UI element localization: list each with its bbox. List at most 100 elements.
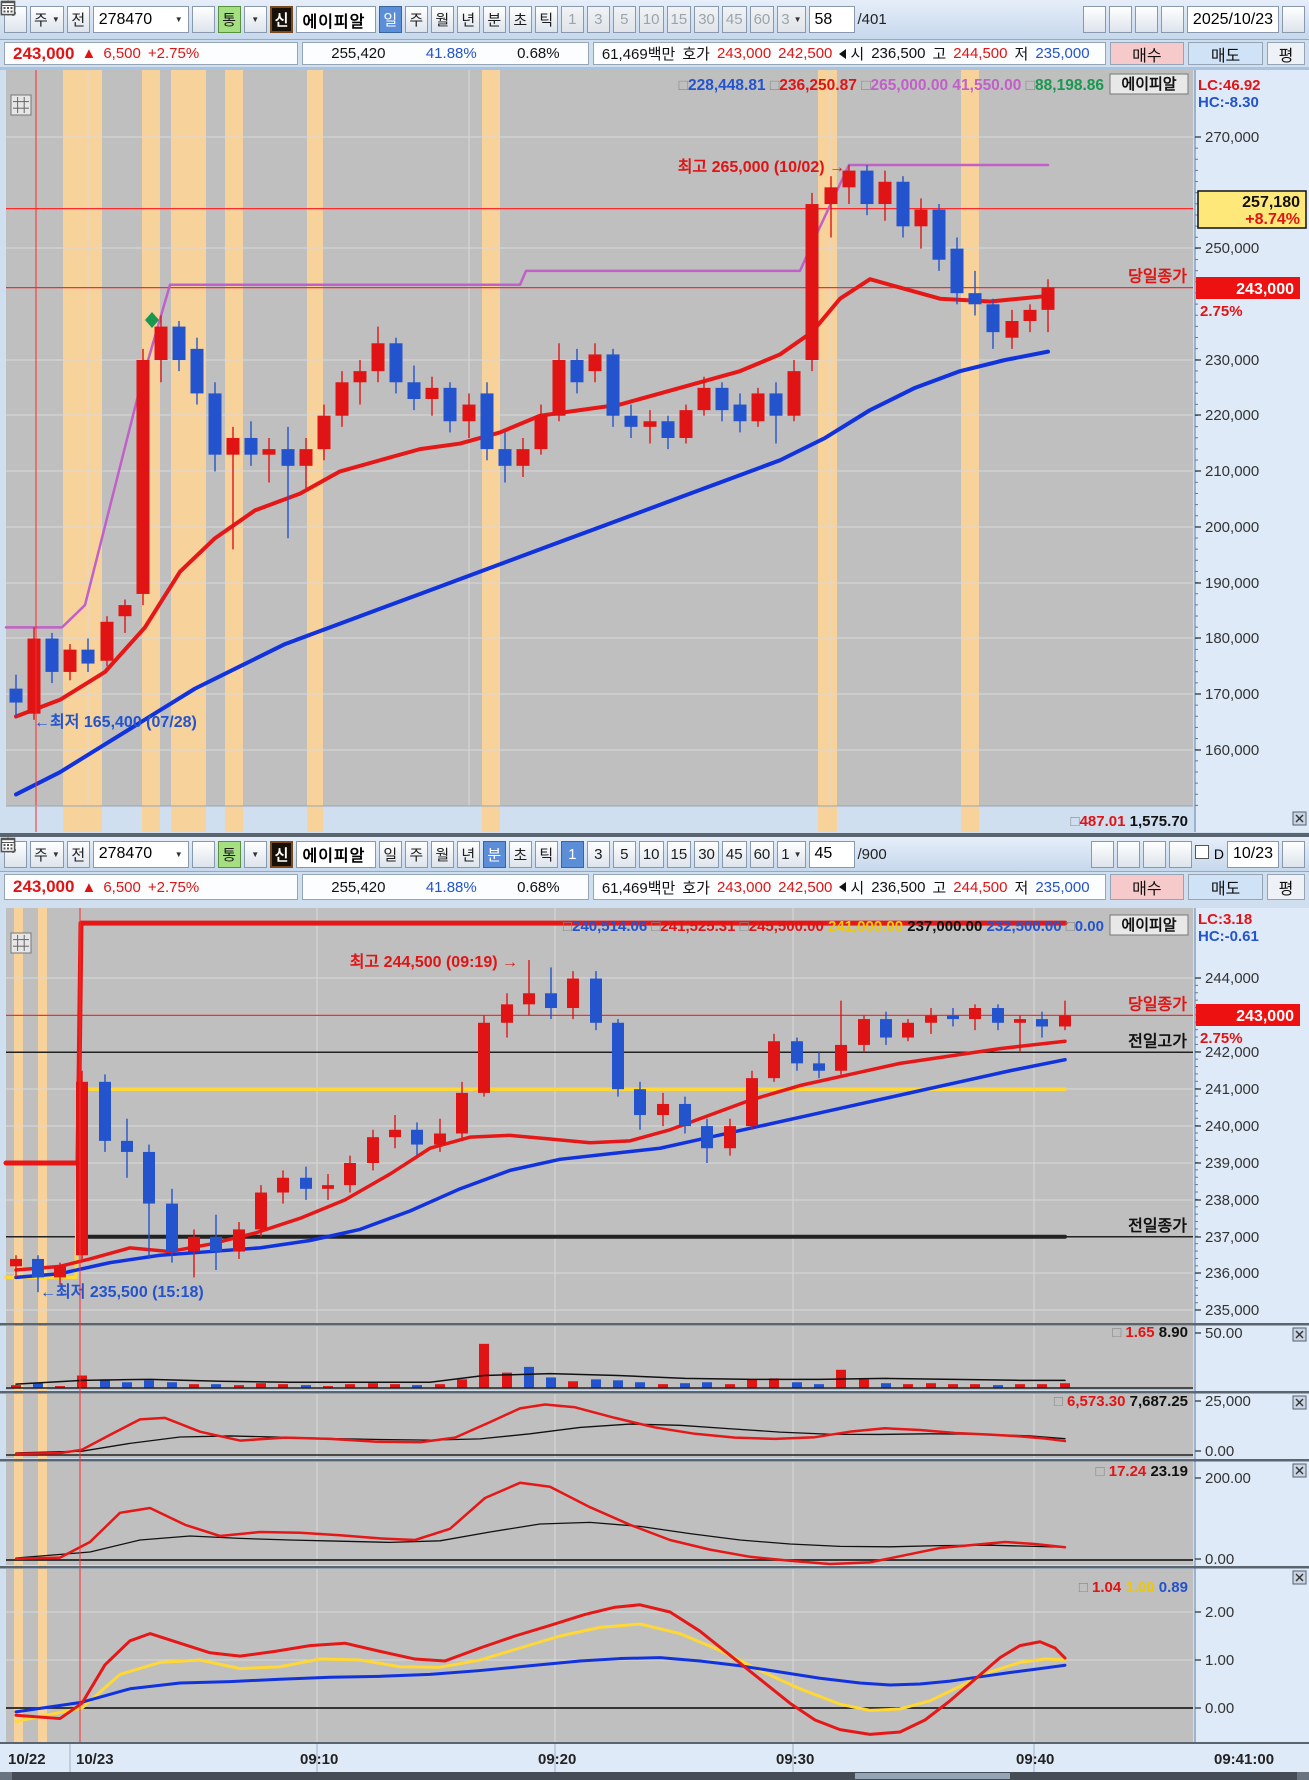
date-input[interactable]: 10/23 [1226,840,1279,868]
candle-body [968,293,982,305]
save-button[interactable] [0,0,1158,33]
interval-button-30[interactable]: 30 [694,840,719,868]
interval-button-45[interactable]: 45 [721,840,747,868]
interval-button-5[interactable]: 5 [612,840,636,868]
quote-row-daily: 243,000 ▲ 6,500 +2.75% 255,420 41.88% 0.… [0,40,1309,67]
tab-period-4[interactable]: 분 [482,6,506,33]
tab-period-1[interactable]: 주 [404,6,428,33]
volume-bar [189,1384,199,1388]
tab-period-1[interactable]: 주 [404,840,428,868]
interval-button-60[interactable]: 60 [749,6,775,33]
d-checkbox[interactable] [1195,844,1210,859]
interval-button-10[interactable]: 10 [638,840,664,868]
volume-bar [479,1343,489,1388]
volume-bar [368,1383,378,1388]
speaker-button[interactable]: ▼ [2,840,267,868]
interval-button-60[interactable]: 60 [749,840,775,868]
osc-black-line [15,1521,1066,1559]
stock-code-input[interactable]: 278470 ▼ [92,840,189,868]
speaker-button[interactable]: ▼ [2,3,267,33]
tab-period-0[interactable]: 일 [378,840,402,868]
volume-bar [211,1384,221,1388]
calendar-button[interactable] [0,838,1305,868]
prev-stock-button[interactable]: 전 [66,840,90,868]
grid-tool-button[interactable] [10,94,32,116]
candle-body [425,387,439,399]
tab-period-5[interactable]: 초 [508,840,532,868]
flat-button[interactable]: 평 [1266,874,1305,900]
interval-button-3[interactable]: 3 [586,6,610,33]
scrollbar-left-button[interactable] [0,1772,12,1780]
line-tool-button[interactable] [0,2,1132,33]
flat-button[interactable]: 평 [1266,42,1305,65]
volume-bar [568,1381,578,1388]
scrollbar-handle[interactable] [855,1773,1010,1779]
candle-body [657,1103,669,1116]
search-button[interactable] [1,838,215,868]
interval-combo[interactable]: 3 ▼ [777,6,806,33]
time-axis [0,1744,1309,1772]
settings-button[interactable] [0,0,1184,33]
tab-period-3[interactable]: 년 [456,6,480,33]
period-combo[interactable]: 주 ▼ [30,6,64,33]
tab-period-6[interactable]: 틱 [534,6,558,33]
bar-index-input[interactable]: 58 [808,6,855,33]
volume-bar [502,1372,512,1388]
candle-body [858,1019,870,1045]
interval-button-1[interactable]: 1 [560,840,584,868]
candle-style-button[interactable] [3,838,1115,868]
sell-button[interactable]: 매도 [1188,874,1263,900]
volume-bar [903,1384,913,1388]
axis-label: 2.00 [1205,1604,1234,1621]
price-change: 6,500 [103,878,141,896]
settings-button[interactable] [0,837,1193,868]
axis-label: 240,000 [1205,1118,1259,1135]
sell-button[interactable]: 매도 [1188,42,1263,65]
period-combo[interactable]: 주 ▼ [30,840,64,868]
volume-summary: 255,420 41.88% 0.68% [302,874,589,900]
tab-period-5[interactable]: 초 [508,6,532,33]
candle-body [1023,309,1037,322]
buy-button[interactable]: 매수 [1109,42,1185,65]
stock-code-input[interactable]: 278470 ▼ [92,6,189,33]
interval-button-30[interactable]: 30 [694,6,719,33]
candle-body [679,410,693,438]
grid-tool-button[interactable] [10,932,32,954]
candle-body [1059,1015,1071,1027]
interval-button-1[interactable]: 1 [560,6,584,33]
scrollbar-right-button[interactable] [1297,1772,1309,1780]
red-ma-line [14,1039,1067,1272]
candle-body [1036,1019,1048,1027]
interval-button-15[interactable]: 15 [666,840,692,868]
candle-body [643,421,657,427]
calendar-button[interactable] [0,1,1305,33]
tong-button[interactable]: 통 [217,6,241,33]
volume-bar [412,1385,422,1388]
candle-body [824,187,838,205]
candle-body [501,1004,513,1023]
d-checkbox-group[interactable]: D [1195,844,1224,864]
tab-period-3[interactable]: 년 [456,840,480,868]
candle-style-button[interactable] [3,1,1106,33]
search-button[interactable] [1,1,215,33]
tab-period-2[interactable]: 월 [430,6,454,33]
tong-button[interactable]: 통 [217,840,241,868]
interval-combo[interactable]: 1 ▼ [777,840,806,868]
tab-period-4[interactable]: 분 [482,840,506,868]
date-input[interactable]: 2025/10/23 [1186,6,1279,33]
interval-button-10[interactable]: 10 [638,6,664,33]
prev-stock-button[interactable]: 전 [66,6,90,33]
bar-index-input[interactable]: 45 [808,840,855,868]
interval-button-3[interactable]: 3 [586,840,610,868]
line-tool-button[interactable] [0,839,1141,868]
interval-button-45[interactable]: 45 [721,6,747,33]
interval-button-5[interactable]: 5 [612,6,636,33]
volume-bar [122,1382,132,1388]
tab-period-2[interactable]: 월 [430,840,454,868]
tab-period-6[interactable]: 틱 [534,840,558,868]
tab-period-0[interactable]: 일 [378,6,402,33]
buy-button[interactable]: 매수 [1109,874,1185,900]
session-stripe [63,70,102,832]
interval-button-15[interactable]: 15 [666,6,692,33]
save-button[interactable] [0,837,1167,868]
